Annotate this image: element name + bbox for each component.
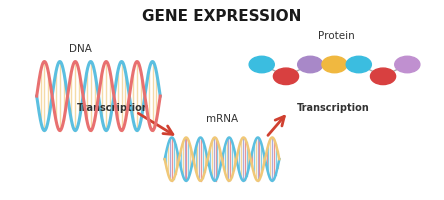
Ellipse shape [370, 68, 396, 85]
Ellipse shape [297, 56, 323, 73]
Text: Transcription: Transcription [297, 103, 370, 113]
Ellipse shape [322, 56, 347, 73]
Text: GENE EXPRESSION: GENE EXPRESSION [143, 9, 301, 24]
Text: DNA: DNA [69, 44, 92, 54]
Ellipse shape [274, 68, 298, 85]
Ellipse shape [395, 56, 420, 73]
Ellipse shape [249, 56, 274, 73]
Text: mRNA: mRNA [206, 114, 238, 124]
Ellipse shape [346, 56, 371, 73]
Text: Protein: Protein [318, 31, 355, 41]
Text: Transcription: Transcription [76, 103, 149, 113]
